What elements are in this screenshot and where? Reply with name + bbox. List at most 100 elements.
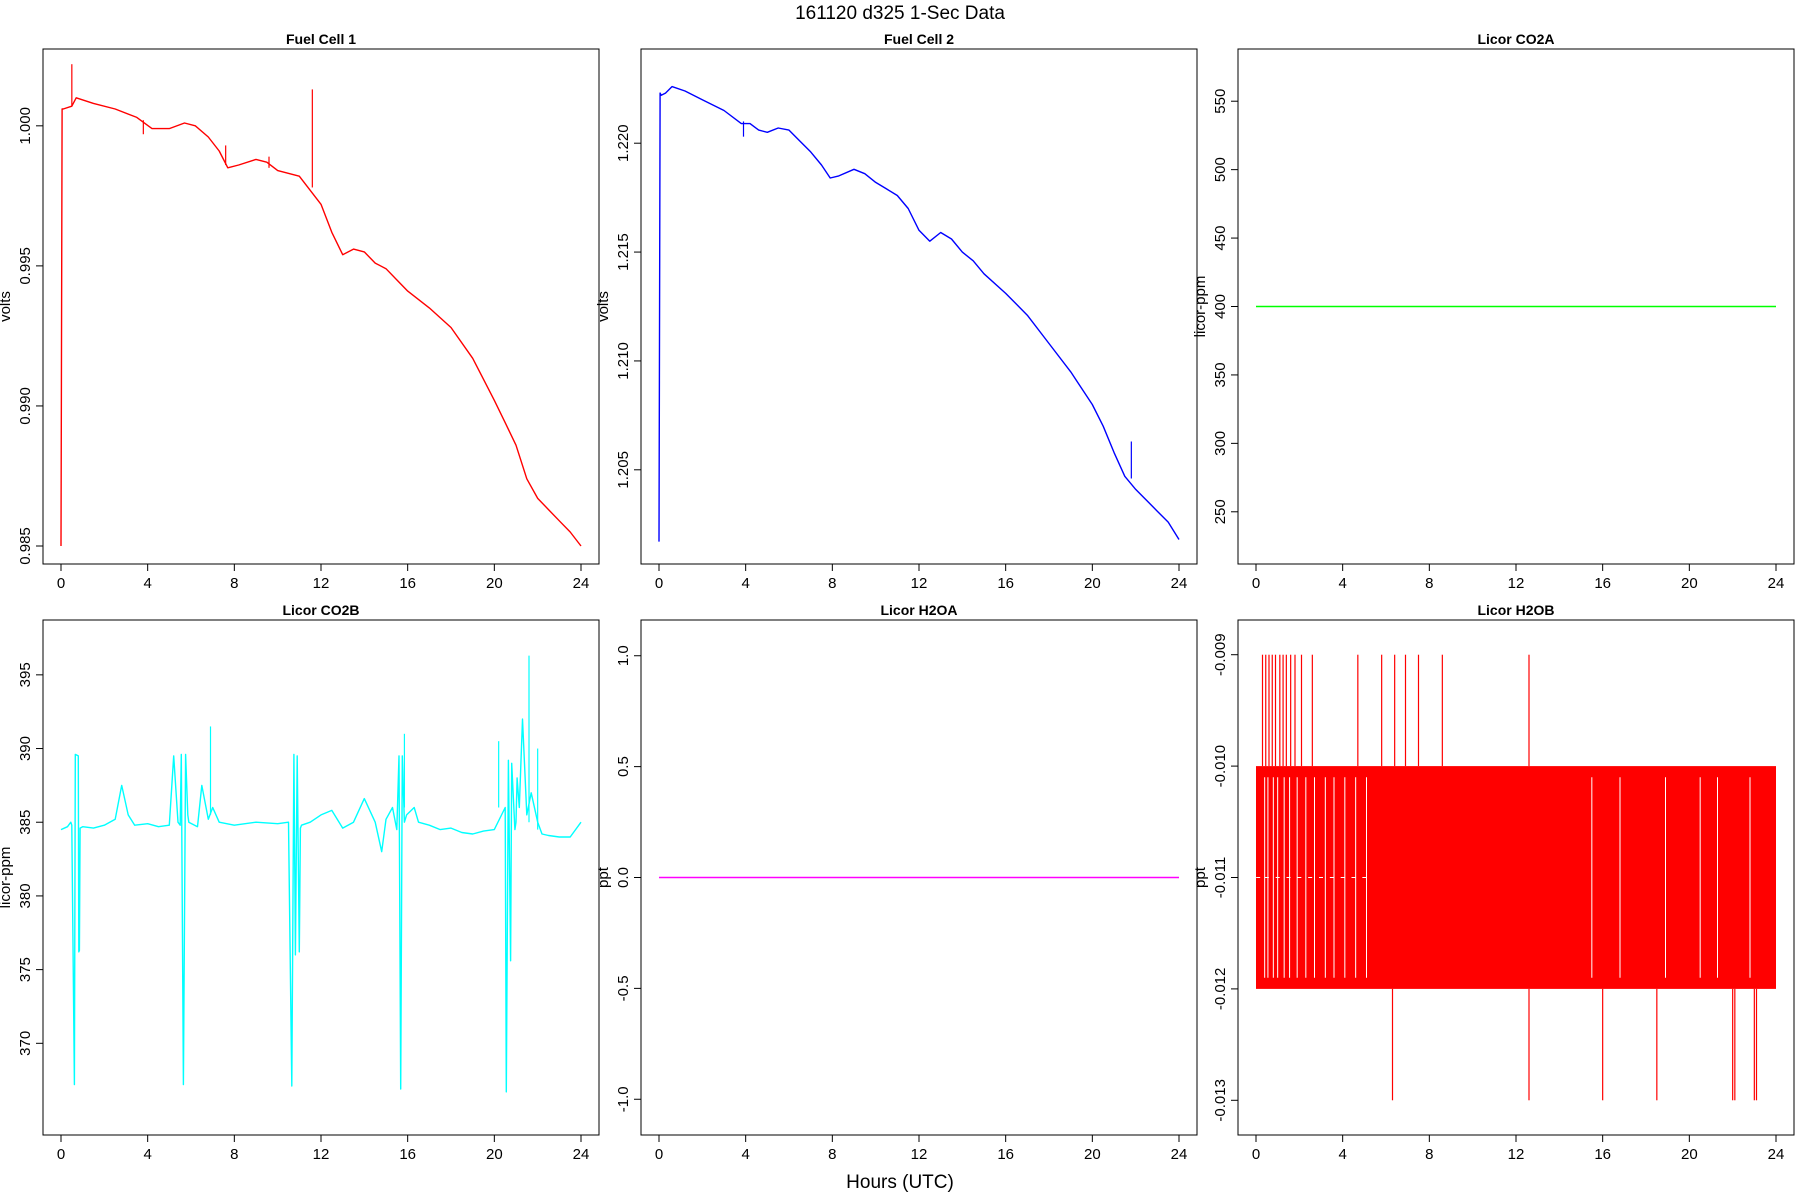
plot-frame	[42, 48, 600, 565]
y-tick-label: -0.011	[1212, 857, 1229, 898]
y-tick-label: 0.990	[17, 387, 34, 425]
x-tick-label: 8	[1425, 575, 1433, 592]
x-tick-label: 12	[313, 575, 330, 592]
x-tick-label: 16	[1594, 575, 1611, 592]
y-tick-label: 1.210	[615, 342, 632, 380]
panel-title: Licor CO2B	[282, 602, 359, 618]
panel-licor-co2b: Licor CO2B 0 4 8 12 16 20 24 370 375 380 385 390 395 l…	[0, 602, 600, 1163]
panel-fuel-cell-1: Fuel Cell 1 0 4 8 12 16 20 24 0.985 0.990 0.995 1.0…	[0, 31, 600, 592]
panel-title: Licor H2OA	[880, 602, 957, 618]
panel-fuel-cell-2: Fuel Cell 2 0 4 8 12 16 20 24 1.205 1.210 1.215 1.2…	[595, 31, 1198, 592]
x-tick-label: 20	[1681, 575, 1698, 592]
series-line	[60, 97, 582, 547]
x-tick-label: 12	[1508, 1146, 1525, 1163]
y-axis-label: volts	[0, 291, 14, 322]
x-tick-label: 12	[1508, 575, 1525, 592]
x-tick-label: 12	[313, 1146, 330, 1163]
y-axis-label: ppt	[595, 866, 612, 888]
x-axis-title: Hours (UTC)	[846, 1172, 954, 1193]
x-tick-label: 24	[573, 1146, 590, 1163]
x-tick-label: 0	[57, 575, 65, 592]
x-tick-label: 8	[1425, 1146, 1433, 1163]
x-tick-label: 0	[1252, 575, 1260, 592]
series-line	[60, 718, 582, 1093]
y-tick-label: -0.5	[615, 975, 632, 1001]
x-tick-label: 20	[486, 575, 503, 592]
x-tick-label: 24	[1768, 1146, 1785, 1163]
x-tick-label: 16	[997, 1146, 1014, 1163]
y-tick-label: 0.5	[615, 756, 632, 777]
y-tick-label: 1.000	[17, 107, 34, 145]
x-tick-label: 20	[1084, 575, 1101, 592]
x-tick-label: 24	[1171, 1146, 1188, 1163]
x-tick-label: 20	[1084, 1146, 1101, 1163]
x-tick-label: 0	[1252, 1146, 1260, 1163]
y-tick-label: 500	[1212, 157, 1229, 182]
x-tick-label: 16	[1594, 1146, 1611, 1163]
panel-title: Licor H2OB	[1477, 602, 1554, 618]
x-tick-label: 8	[230, 575, 238, 592]
y-tick-label: -0.012	[1212, 968, 1229, 1011]
y-tick-label: 1.215	[615, 233, 632, 271]
x-tick-label: 0	[655, 575, 663, 592]
y-tick-label: 1.0	[615, 645, 632, 666]
y-axis-label: licor-ppm	[0, 847, 14, 909]
y-tick-label: 0.995	[17, 247, 34, 285]
x-tick-label: 4	[741, 575, 749, 592]
x-tick-label: 16	[997, 575, 1014, 592]
panel-licor-co2a: Licor CO2A 0 4 8 12 16 20 24 250 300 350 400 450 500 5…	[1192, 31, 1795, 592]
x-tick-label: 0	[655, 1146, 663, 1163]
panel-title: Fuel Cell 1	[286, 31, 356, 47]
y-tick-label: 0.985	[17, 527, 34, 565]
y-tick-label: -0.013	[1212, 1079, 1229, 1122]
x-tick-label: 16	[399, 575, 416, 592]
panel-licor-h2ob: Licor H2OB 0 4 8 12 16 20 24 -0.013 -0.012 -0.011 -…	[1192, 602, 1795, 1163]
panel-title: Licor CO2A	[1477, 31, 1554, 47]
y-tick-label: 395	[17, 662, 34, 687]
y-tick-label: 400	[1212, 294, 1229, 319]
x-tick-label: 24	[1171, 575, 1188, 592]
y-tick-label: 0.0	[615, 867, 632, 888]
y-tick-label: 250	[1212, 499, 1229, 524]
y-tick-label: 370	[17, 1031, 34, 1056]
y-tick-label: 380	[17, 883, 34, 908]
x-tick-label: 4	[741, 1146, 749, 1163]
y-axis-label: ppt	[1192, 866, 1209, 888]
y-tick-label: 450	[1212, 226, 1229, 251]
x-tick-label: 8	[828, 1146, 836, 1163]
y-tick-label: 300	[1212, 431, 1229, 456]
x-tick-label: 20	[1681, 1146, 1698, 1163]
x-tick-label: 0	[57, 1146, 65, 1163]
x-tick-label: 20	[486, 1146, 503, 1163]
plot-frame	[640, 48, 1198, 565]
x-tick-label: 8	[230, 1146, 238, 1163]
y-tick-label: 550	[1212, 89, 1229, 114]
y-tick-label: -0.009	[1212, 633, 1229, 676]
plot-frame	[42, 619, 600, 1136]
x-tick-label: 4	[143, 575, 151, 592]
x-tick-label: 4	[1338, 1146, 1346, 1163]
y-tick-label: -1.0	[615, 1086, 632, 1112]
panel-licor-h2oa: Licor H2OA 0 4 8 12 16 20 24 -1.0 -0.5 0.0 0.5 1.0 pp…	[595, 602, 1198, 1163]
x-tick-label: 4	[1338, 575, 1346, 592]
y-tick-label: 350	[1212, 362, 1229, 387]
x-tick-label: 24	[1768, 575, 1785, 592]
y-tick-label: -0.010	[1212, 745, 1229, 788]
x-tick-label: 12	[911, 575, 928, 592]
y-axis-label: volts	[595, 291, 612, 322]
x-tick-label: 8	[828, 575, 836, 592]
y-tick-label: 375	[17, 957, 34, 982]
y-tick-label: 385	[17, 810, 34, 835]
figure-title: 161120 d325 1-Sec Data	[795, 3, 1005, 24]
y-axis-label: licor-ppm	[1192, 276, 1209, 338]
y-tick-label: 1.205	[615, 451, 632, 489]
x-tick-label: 4	[143, 1146, 151, 1163]
x-tick-label: 12	[911, 1146, 928, 1163]
x-tick-label: 24	[573, 575, 590, 592]
series-line	[658, 85, 1180, 542]
y-tick-label: 1.220	[615, 124, 632, 162]
panel-title: Fuel Cell 2	[884, 31, 954, 47]
y-tick-label: 390	[17, 736, 34, 761]
x-tick-label: 16	[399, 1146, 416, 1163]
